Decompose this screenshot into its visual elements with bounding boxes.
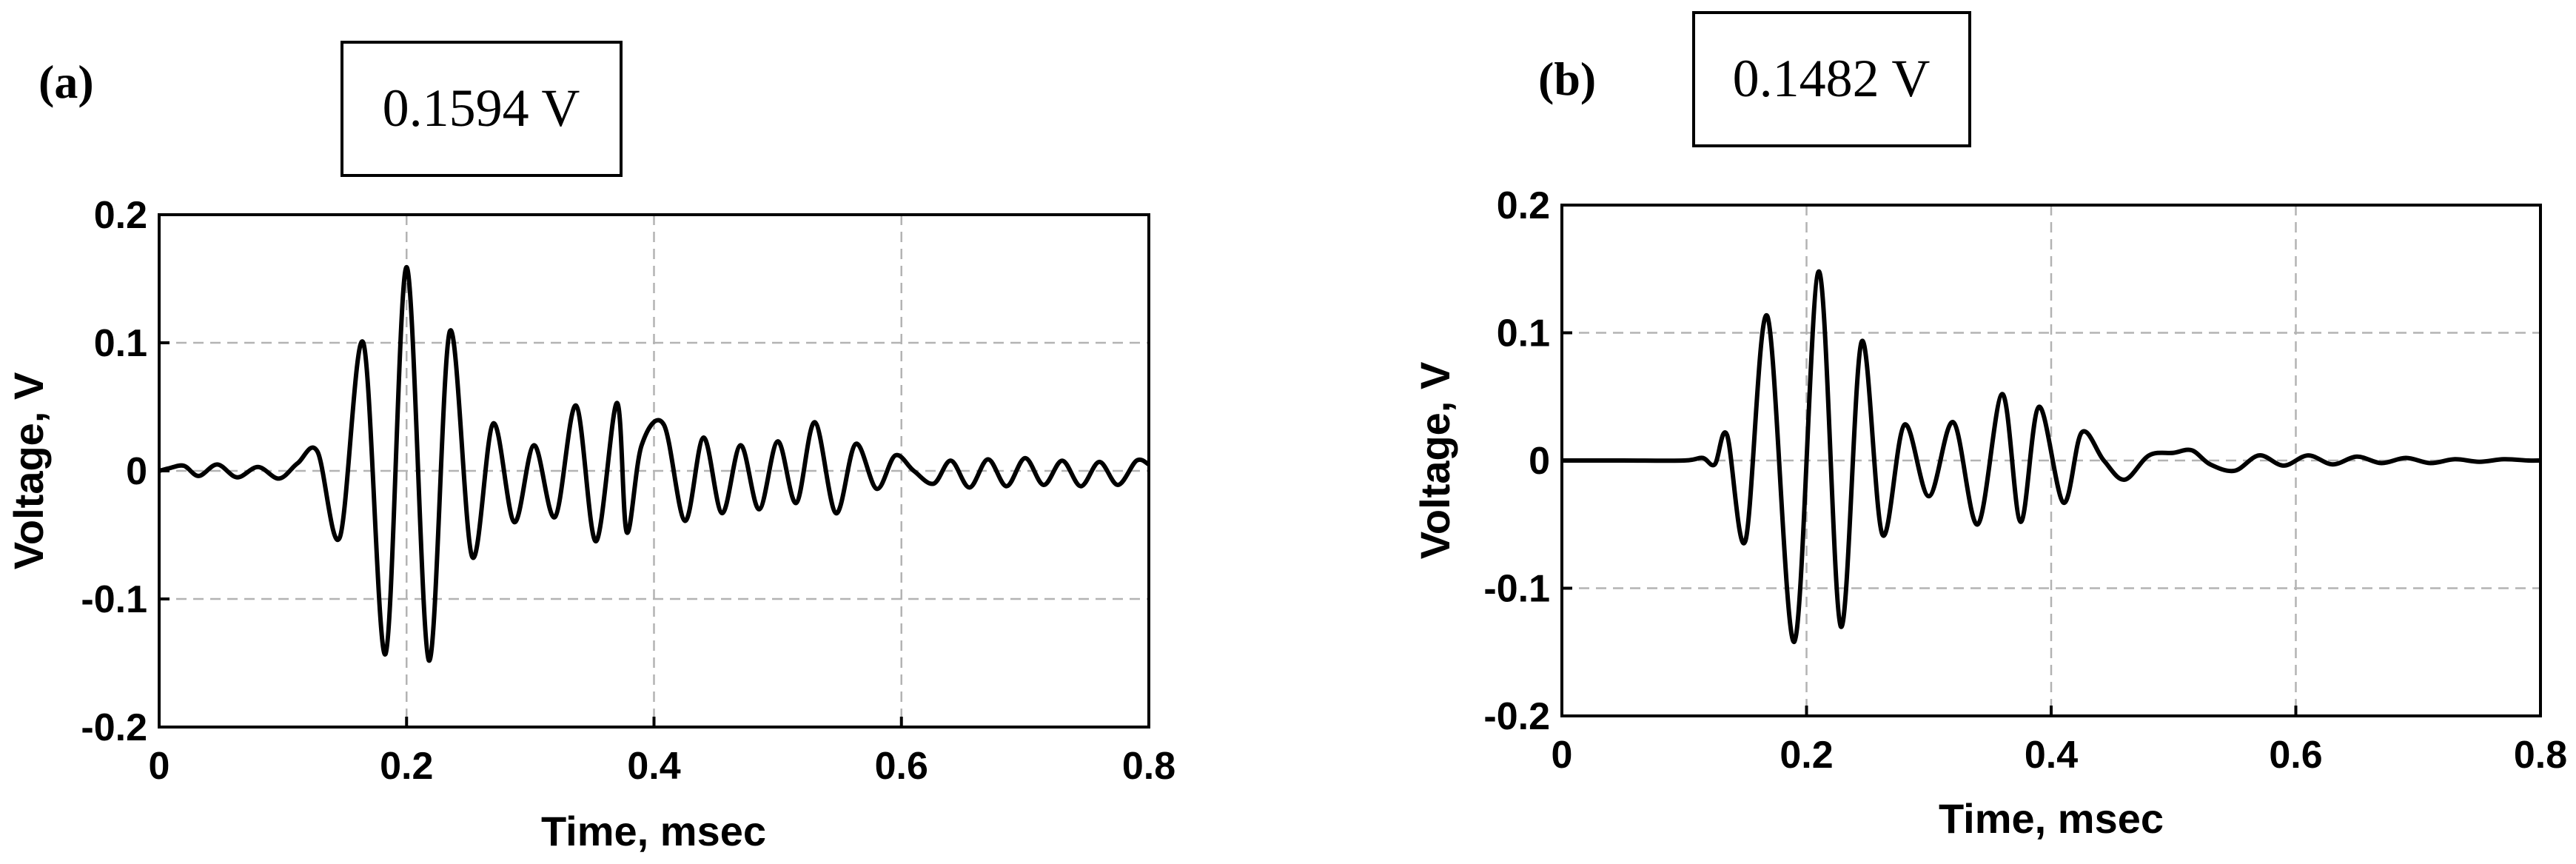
panel-b-ticks: 0 0.2 0.4 0.6 0.8 -0.2 -0.1 0 0.1 0.2 (1483, 184, 2567, 777)
panel-a-x-tick-label: 0.4 (627, 745, 680, 788)
panel-b-y-tick-label: -0.1 (1483, 568, 1550, 611)
panel-b-peak-annotation: 0.1482 V (1733, 49, 1931, 108)
panel-b-x-tick-label: 0.4 (2025, 734, 2078, 777)
panel-b-y-tick-label: 0 (1529, 440, 1550, 483)
panel-a-x-tick-label: 0.8 (1122, 745, 1175, 788)
panel-b-x-axis-title: Time, msec (1939, 795, 2164, 842)
panel-a-y-axis-title: Voltage, V (5, 372, 52, 570)
panel-b-peak-box (1692, 11, 1971, 147)
panel-b-label: (b) (1538, 53, 1596, 105)
panel-b-y-tick-label: 0.1 (1497, 312, 1550, 355)
panel-b-x-tick-label: 0.2 (1780, 734, 1833, 777)
panel-a-peak-annotation: 0.1594 V (383, 78, 580, 138)
panel-a-y-tick-label: -0.1 (81, 578, 147, 621)
panel-b-y-axis-title: Voltage, V (1412, 362, 1458, 560)
panel-a-peak-box (341, 41, 623, 177)
panel-a-x-tick-label: 0.6 (875, 745, 928, 788)
panel-b-x-tick-label: 0.6 (2269, 734, 2322, 777)
panel-a-y-tick-label: 0.2 (94, 194, 147, 237)
panel-a-x-axis-title: Time, msec (541, 808, 766, 854)
panel-a: (a) 0.1594 V 0 0.2 0.4 0.6 0.8 -0.2 -0.1 0 0.1 0.… (5, 41, 1175, 854)
panel-a-ticks: 0 0.2 0.4 0.6 0.8 -0.2 -0.1 0 0.1 0.2 (81, 194, 1175, 788)
panel-a-y-tick-label: -0.2 (81, 706, 147, 749)
panel-b: (b) 0.1482 V 0 0.2 0.4 0.6 0.8 -0.2 -0.1 0 0.1 0.… (1412, 11, 2567, 842)
panel-a-label: (a) (38, 56, 94, 108)
panel-a-grid (158, 213, 1150, 729)
panel-b-signal-line (1562, 269, 2541, 644)
panel-b-y-tick-label: -0.2 (1483, 695, 1550, 738)
panel-a-signal-line (158, 264, 1150, 663)
panel-b-x-tick-label: 0 (1552, 734, 1573, 777)
panel-a-y-tick-label: 0.1 (94, 322, 147, 365)
panel-b-y-tick-label: 0.2 (1497, 184, 1550, 227)
panel-a-x-tick-label: 0 (149, 745, 170, 788)
panel-b-x-tick-label: 0.8 (2514, 734, 2567, 777)
panel-a-x-tick-label: 0.2 (380, 745, 433, 788)
panel-a-y-tick-label: 0 (126, 450, 147, 493)
